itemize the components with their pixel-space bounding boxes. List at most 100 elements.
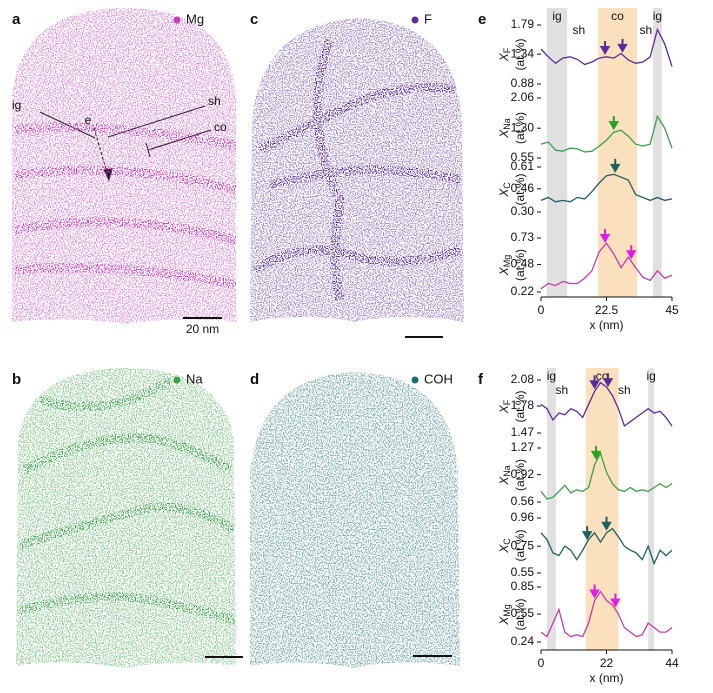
y-tick-label: 0.75 bbox=[511, 538, 535, 552]
map-band bbox=[14, 217, 236, 245]
map-band bbox=[14, 165, 236, 195]
y-axis-unit: (at.%) bbox=[513, 38, 527, 70]
map-band bbox=[252, 245, 462, 274]
peak-arrow bbox=[602, 373, 614, 388]
map-band bbox=[14, 263, 236, 290]
y-label-symbol: X bbox=[497, 52, 511, 62]
y-tick-label: 0.61 bbox=[511, 159, 535, 173]
profile-line bbox=[540, 590, 673, 638]
element-dot bbox=[173, 376, 181, 384]
y-label-symbol: X bbox=[497, 616, 511, 626]
y-axis-label: XF bbox=[497, 399, 512, 414]
y-label-symbol: X bbox=[497, 129, 511, 139]
y-axis-label: XMg bbox=[497, 255, 512, 277]
map-body bbox=[12, 8, 236, 324]
x-tick-label: 44 bbox=[665, 656, 679, 670]
panel-letter: c bbox=[250, 11, 258, 28]
profile-line bbox=[540, 451, 673, 500]
map-body bbox=[250, 372, 460, 668]
y-axis-label: XMg bbox=[497, 604, 512, 626]
y-tick-label: 0.85 bbox=[511, 579, 535, 593]
region-label: ig bbox=[653, 9, 662, 23]
y-tick-label: 1.34 bbox=[511, 46, 535, 60]
peak-arrow bbox=[617, 38, 628, 53]
x-axis-label: x (nm) bbox=[590, 318, 624, 332]
y-tick-label: 0.73 bbox=[511, 230, 535, 244]
y-label-symbol: X bbox=[497, 476, 511, 486]
y-axis-unit: (at.%) bbox=[513, 390, 527, 422]
y-tick-label: 0.46 bbox=[511, 181, 535, 195]
profile-line bbox=[540, 173, 673, 203]
y-label-subscript: C bbox=[502, 538, 512, 545]
atom-map bbox=[12, 8, 236, 324]
x-tick-label: 45 bbox=[665, 303, 679, 317]
peak-arrow bbox=[590, 445, 602, 460]
y-label-subscript: Na bbox=[502, 118, 512, 130]
y-tick-label: 1.27 bbox=[511, 440, 535, 454]
y-label-symbol: X bbox=[497, 188, 511, 198]
y-tick-label: 1.47 bbox=[511, 425, 535, 439]
y-tick-label: 1.78 bbox=[511, 398, 535, 412]
y-tick-label: 0.55 bbox=[511, 606, 535, 620]
map-annotation: e bbox=[85, 113, 92, 127]
y-label-subscript: F bbox=[502, 47, 512, 53]
peak-arrow bbox=[589, 375, 600, 390]
peak-arrow bbox=[608, 116, 620, 131]
y-tick-label: 0.55 bbox=[511, 150, 535, 164]
profile-line bbox=[540, 527, 673, 566]
profile-line bbox=[540, 381, 673, 428]
y-label-subscript: F bbox=[502, 399, 512, 405]
peak-arrow bbox=[610, 593, 621, 608]
region-label: co bbox=[611, 9, 624, 23]
y-tick-label: 0.30 bbox=[511, 204, 535, 218]
region-band bbox=[653, 8, 662, 297]
y-axis-unit: (at.%) bbox=[513, 173, 527, 205]
map-band bbox=[18, 503, 236, 550]
y-label-subscript: Na bbox=[502, 465, 512, 477]
profile-line bbox=[540, 114, 673, 153]
x-tick-label: 22 bbox=[600, 656, 614, 670]
element-dot bbox=[411, 16, 419, 24]
element-label: Na bbox=[186, 371, 203, 386]
y-label-subscript: C bbox=[502, 182, 512, 189]
panel-letter: e bbox=[478, 11, 486, 28]
y-label-symbol: X bbox=[497, 404, 511, 414]
panel-letter: f bbox=[478, 371, 484, 388]
y-axis-label: XNa bbox=[497, 118, 512, 139]
y-tick-label: 0.55 bbox=[511, 565, 535, 579]
peak-arrow bbox=[626, 245, 637, 260]
y-tick-label: 0.88 bbox=[511, 76, 535, 90]
region-label: sh bbox=[555, 383, 568, 397]
panel-letter: d bbox=[250, 371, 259, 388]
region-label: sh bbox=[618, 383, 631, 397]
map-band bbox=[312, 38, 345, 302]
y-axis-unit: (at.%) bbox=[513, 249, 527, 281]
y-axis-unit: (at.%) bbox=[513, 598, 527, 630]
region-label: sh bbox=[573, 23, 586, 37]
map-annotation: sh bbox=[208, 94, 221, 108]
region-band bbox=[648, 368, 655, 650]
y-tick-label: 1.79 bbox=[511, 17, 535, 31]
y-tick-label: 0.22 bbox=[511, 284, 535, 298]
map-annotation: co bbox=[214, 120, 227, 134]
panel-letter: b bbox=[12, 371, 21, 388]
y-tick-label: 0.48 bbox=[511, 257, 535, 271]
atom-map bbox=[250, 18, 464, 322]
profile-line bbox=[540, 27, 673, 67]
element-dot bbox=[173, 16, 181, 24]
map-band bbox=[22, 433, 233, 474]
y-axis-label: XNa bbox=[497, 465, 512, 486]
x-tick-label: 0 bbox=[538, 303, 545, 317]
x-tick-label: 22.5 bbox=[595, 303, 619, 317]
element-label: COH bbox=[424, 371, 453, 386]
map-band bbox=[268, 165, 462, 190]
region-label: ig bbox=[552, 9, 561, 23]
y-axis-unit: (at.%) bbox=[513, 529, 527, 561]
region-label: ig bbox=[547, 369, 556, 383]
y-label-subscript: Mg bbox=[502, 255, 512, 268]
element-dot bbox=[411, 376, 419, 384]
x-tick-label: 0 bbox=[538, 656, 545, 670]
element-label: Mg bbox=[186, 11, 204, 26]
y-label-symbol: X bbox=[497, 544, 511, 554]
